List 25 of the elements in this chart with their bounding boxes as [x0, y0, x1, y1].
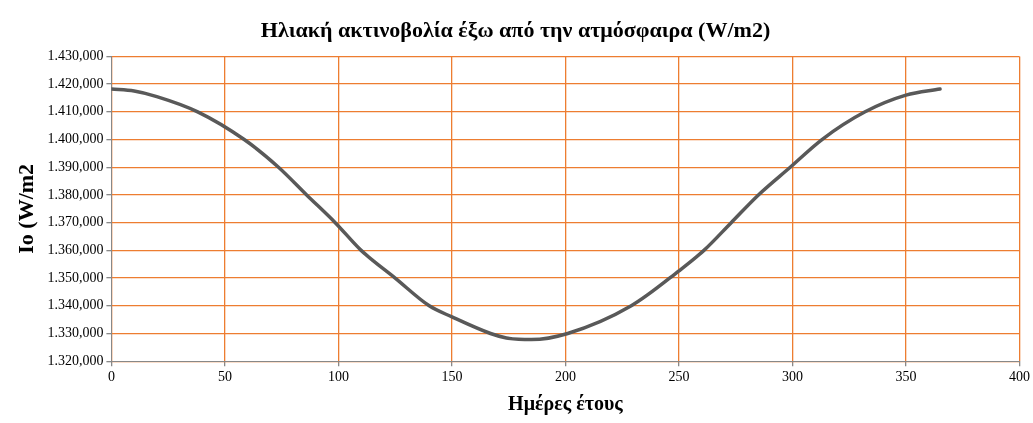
- x-tick-label: 0: [107, 369, 115, 385]
- line-series: [111, 87, 942, 342]
- x-tick-label: 400: [1009, 369, 1030, 385]
- chart-title: Ηλιακή ακτινοβολία έξω από την ατμόσφαιρα (W/m2): [260, 16, 771, 42]
- y-tick-label: 1.400,000: [47, 131, 104, 147]
- y-tick-label: 1.430,000: [47, 48, 104, 64]
- y-tick-label: 1.350,000: [47, 269, 104, 285]
- x-axis-title: Ημέρες έτους: [508, 392, 624, 416]
- y-tick-label: 1.390,000: [47, 158, 104, 174]
- x-tick-label: 150: [441, 369, 463, 385]
- y-tick-label: 1.360,000: [47, 242, 104, 258]
- y-tick-label: 1.370,000: [47, 214, 104, 230]
- y-axis-title: Io (W/m2: [12, 163, 38, 254]
- x-tick-label: 350: [895, 369, 917, 385]
- y-tick-label: 1.320,000: [47, 352, 104, 368]
- x-tick-label: 250: [668, 369, 690, 385]
- y-tick-label: 1.340,000: [47, 297, 104, 313]
- x-tick-label: 200: [554, 369, 576, 385]
- y-tick-label: 1.420,000: [47, 75, 104, 91]
- y-tick-label: 1.330,000: [47, 325, 104, 341]
- x-tick-label: 300: [781, 369, 803, 385]
- y-tick-label: 1.410,000: [47, 103, 104, 119]
- y-tick-label: 1.380,000: [47, 186, 104, 202]
- x-tick-label: 100: [327, 369, 349, 385]
- x-tick-label: 50: [217, 369, 232, 385]
